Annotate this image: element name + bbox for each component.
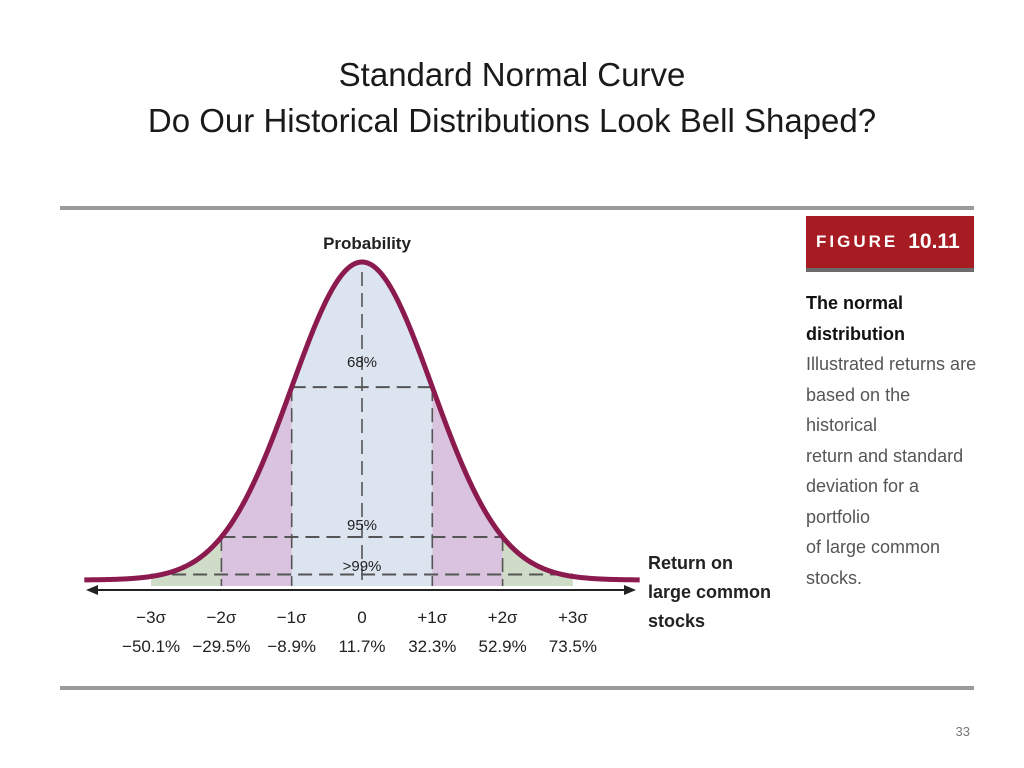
caption-line: return and standard [806,445,964,466]
y-axis-label: Probability [323,234,411,253]
x-axis-left-arrow [86,585,98,595]
figure-label-box: FIGURE 10.11 [806,216,974,272]
sigma-tick-label: −1σ [277,608,307,627]
band-95-label: 95% [347,517,377,534]
slide-title-line-1: Standard Normal Curve [338,56,686,93]
normal-distribution-chart: 68%95%>99%Probability−3σ−50.1%−2σ−29.5%−… [83,234,771,656]
return-tick-label: −29.5% [192,637,250,656]
return-tick-label: 11.7% [339,637,386,656]
slide-title: Standard Normal Curve Do Our Historical … [0,52,1024,144]
figure-caption: The normal distribution Illustrated retu… [806,288,986,593]
x-axis-label-line: large common [648,582,771,602]
caption-line: deviation for a portfolio [806,476,920,527]
sigma-tick-label: −2σ [206,608,236,627]
caption-line: stocks. [806,567,863,588]
caption-line: based on the historical [806,384,911,436]
return-tick-label: 52.9% [478,637,526,656]
bell-curve [83,259,641,583]
return-tick-label: −50.1% [122,637,180,656]
band-99-label: >99% [343,558,382,575]
top-divider [60,206,974,210]
x-axis-right-arrow [624,585,636,595]
sigma-tick-label: +1σ [417,608,447,627]
figure-label-number: 10.11 [908,230,960,253]
page-number: 33 [955,724,970,739]
sigma-tick-label: +3σ [558,608,588,627]
slide-title-line-2: Do Our Historical Distributions Look Bel… [147,102,877,139]
sigma-tick-label: −3σ [136,608,166,627]
return-tick-label: 32.3% [408,637,456,656]
band-68-label: 68% [347,354,377,371]
x-axis-label-line: stocks [648,611,705,631]
sigma-tick-label: +2σ [488,608,518,627]
return-tick-label: −8.9% [267,637,316,656]
return-tick-label: 73.5% [549,637,597,656]
caption-line: Illustrated returns are [806,354,977,374]
sigma-tick-label: 0 [357,608,366,627]
x-axis-label-line: Return on [648,553,733,573]
bottom-divider [60,686,974,690]
caption-title: The normal distribution [806,293,905,344]
figure-label-word: FIGURE [816,232,899,251]
caption-line: of large common [806,537,941,557]
